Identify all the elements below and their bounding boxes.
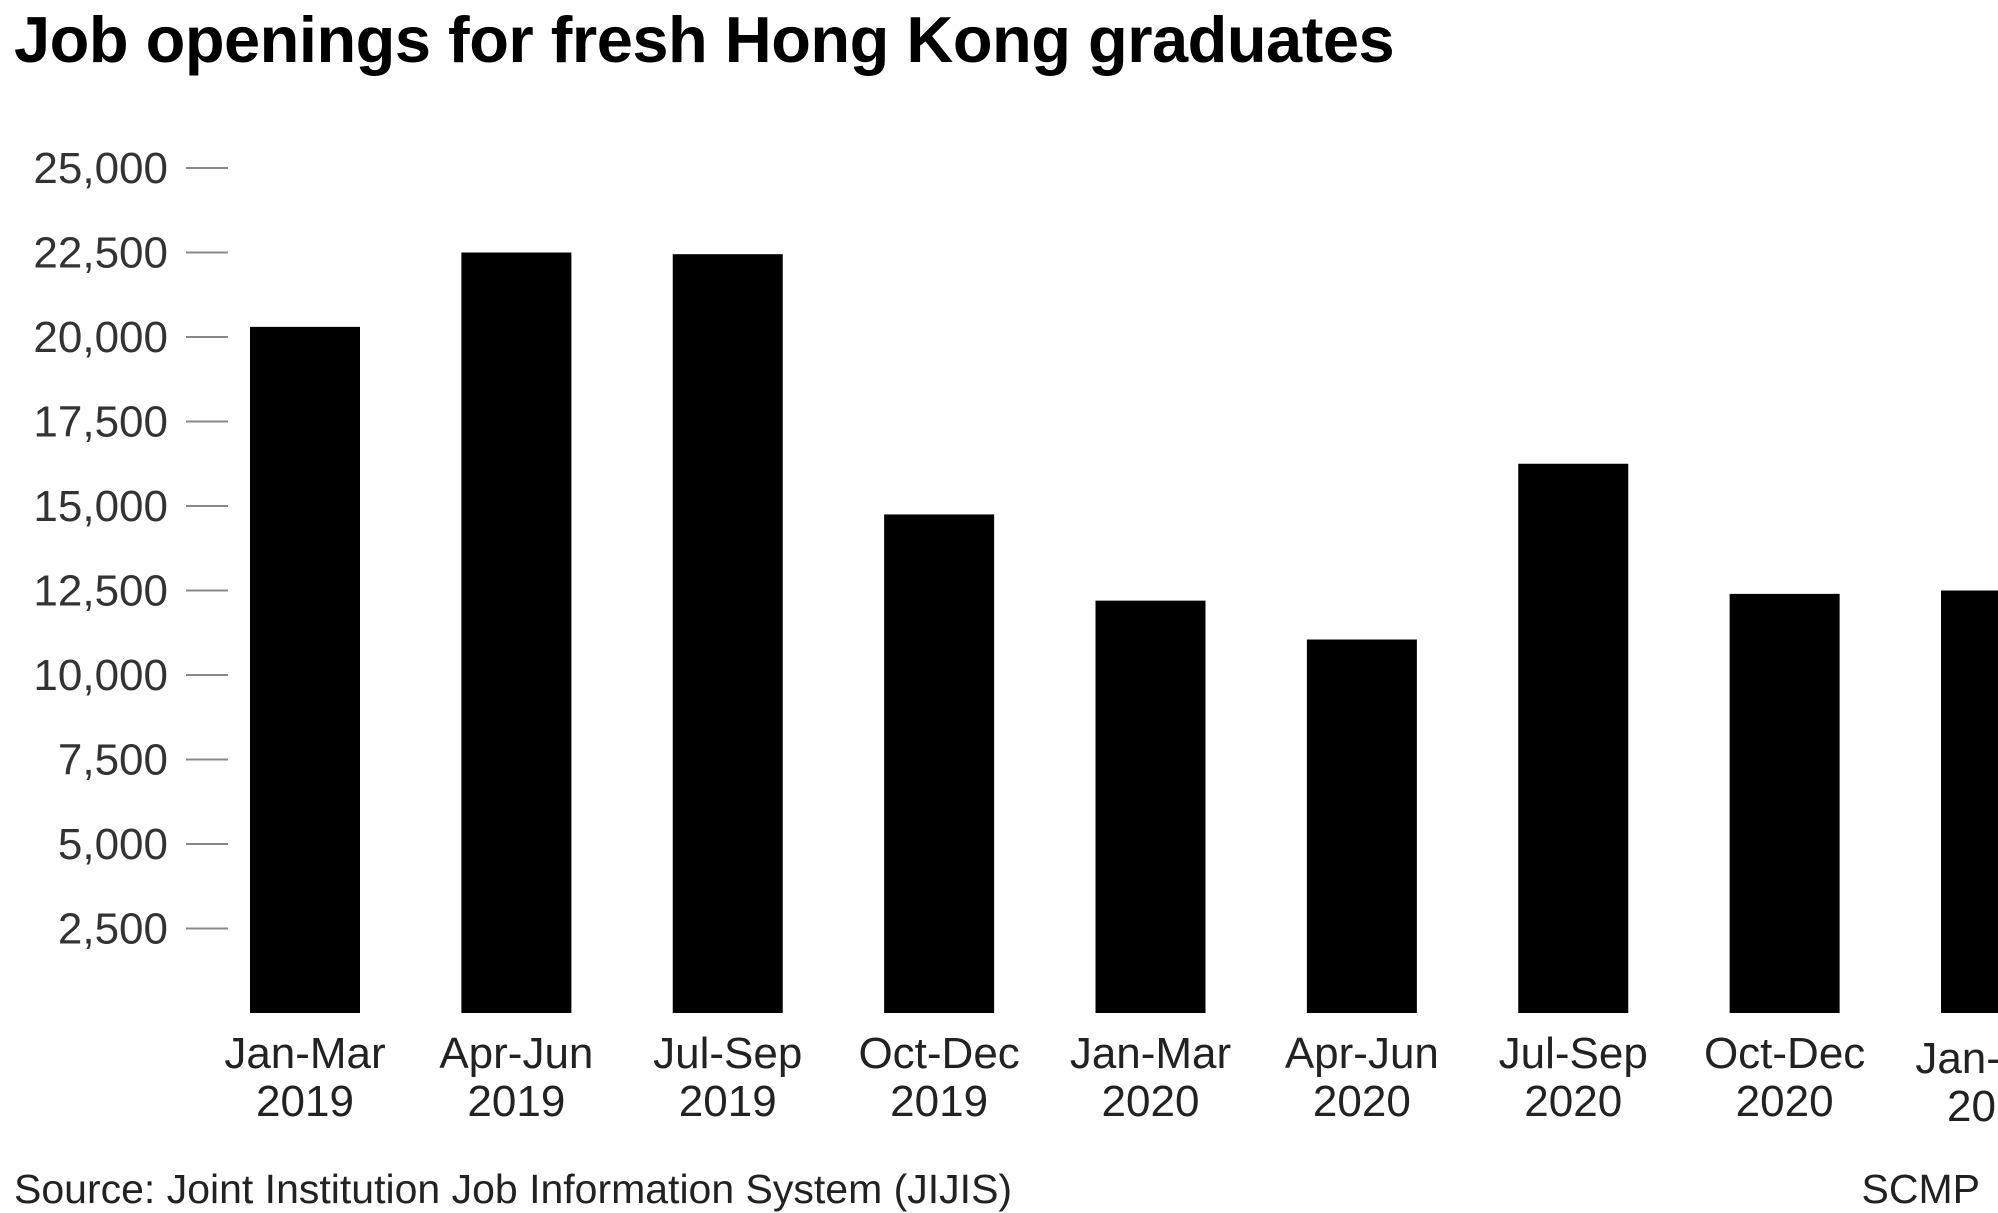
bar	[1941, 590, 1998, 1013]
y-tick-label: 7,500	[58, 736, 168, 785]
y-tick-label: 12,500	[33, 567, 168, 616]
bars-group	[250, 252, 1998, 1013]
bar	[884, 514, 995, 1013]
source-note: Source: Joint Institution Job Informatio…	[14, 1166, 1013, 1212]
y-tick-label: 2,500	[58, 905, 168, 954]
x-tick-label-period: Jul-Sep	[1499, 1029, 1648, 1078]
y-tick-label: 22,500	[33, 229, 168, 278]
x-tick-label-year: 2019	[679, 1077, 777, 1126]
bar	[461, 252, 572, 1013]
x-tick-label-period: Jan-Mar	[1915, 1034, 1998, 1083]
x-tick-label-period: Jan-Mar	[1070, 1029, 1231, 1078]
bar	[1729, 593, 1840, 1013]
y-tick-label: 17,500	[33, 398, 168, 447]
x-tick-label-year: 2019	[256, 1077, 354, 1126]
bar	[1518, 463, 1629, 1013]
bar	[250, 326, 360, 1013]
bar	[672, 254, 783, 1013]
x-tick-label-year: 2020	[1102, 1077, 1200, 1126]
y-tick-label: 5,000	[58, 820, 168, 869]
x-tick-label-year: 2020	[1736, 1077, 1834, 1126]
x-tick-label-period: Oct-Dec	[858, 1029, 1019, 1078]
credit-label: SCMP	[1861, 1166, 1980, 1212]
chart-title: Job openings for fresh Hong Kong graduat…	[14, 3, 1395, 76]
x-tick-label-year: 2019	[890, 1077, 988, 1126]
x-tick-label-period: Oct-Dec	[1704, 1029, 1865, 1078]
y-tick-label: 10,000	[33, 651, 168, 700]
y-axis: 2,500 5,000 7,500 10,000 12,500 15,000 17,500 2…	[33, 144, 228, 954]
y-tick-label: 20,000	[33, 313, 168, 362]
bar-chart: 2,500 5,000 7,500 10,000 12,500 15,000 17,500 2…	[33, 144, 1998, 1131]
x-tick-label-period: Apr-Jun	[439, 1029, 593, 1078]
bar	[1306, 639, 1417, 1013]
y-tick-label: 15,000	[33, 482, 168, 531]
x-tick-label-year: 2019	[467, 1077, 565, 1126]
x-tick-label-period: Jan-Mar	[224, 1029, 385, 1078]
bar	[1095, 600, 1206, 1013]
y-tick-label: 25,000	[33, 144, 168, 193]
x-tick-label-year: 2020	[1524, 1077, 1622, 1126]
x-tick-label-period: Jul-Sep	[653, 1029, 802, 1078]
x-tick-label-year: 2020	[1313, 1077, 1411, 1126]
x-tick-label-period: Apr-Jun	[1285, 1029, 1439, 1078]
x-axis: Jan-Mar2019Apr-Jun2019Jul-Sep2019Oct-Dec…	[224, 1029, 1998, 1131]
x-tick-label-year: 2021	[1947, 1082, 1998, 1131]
